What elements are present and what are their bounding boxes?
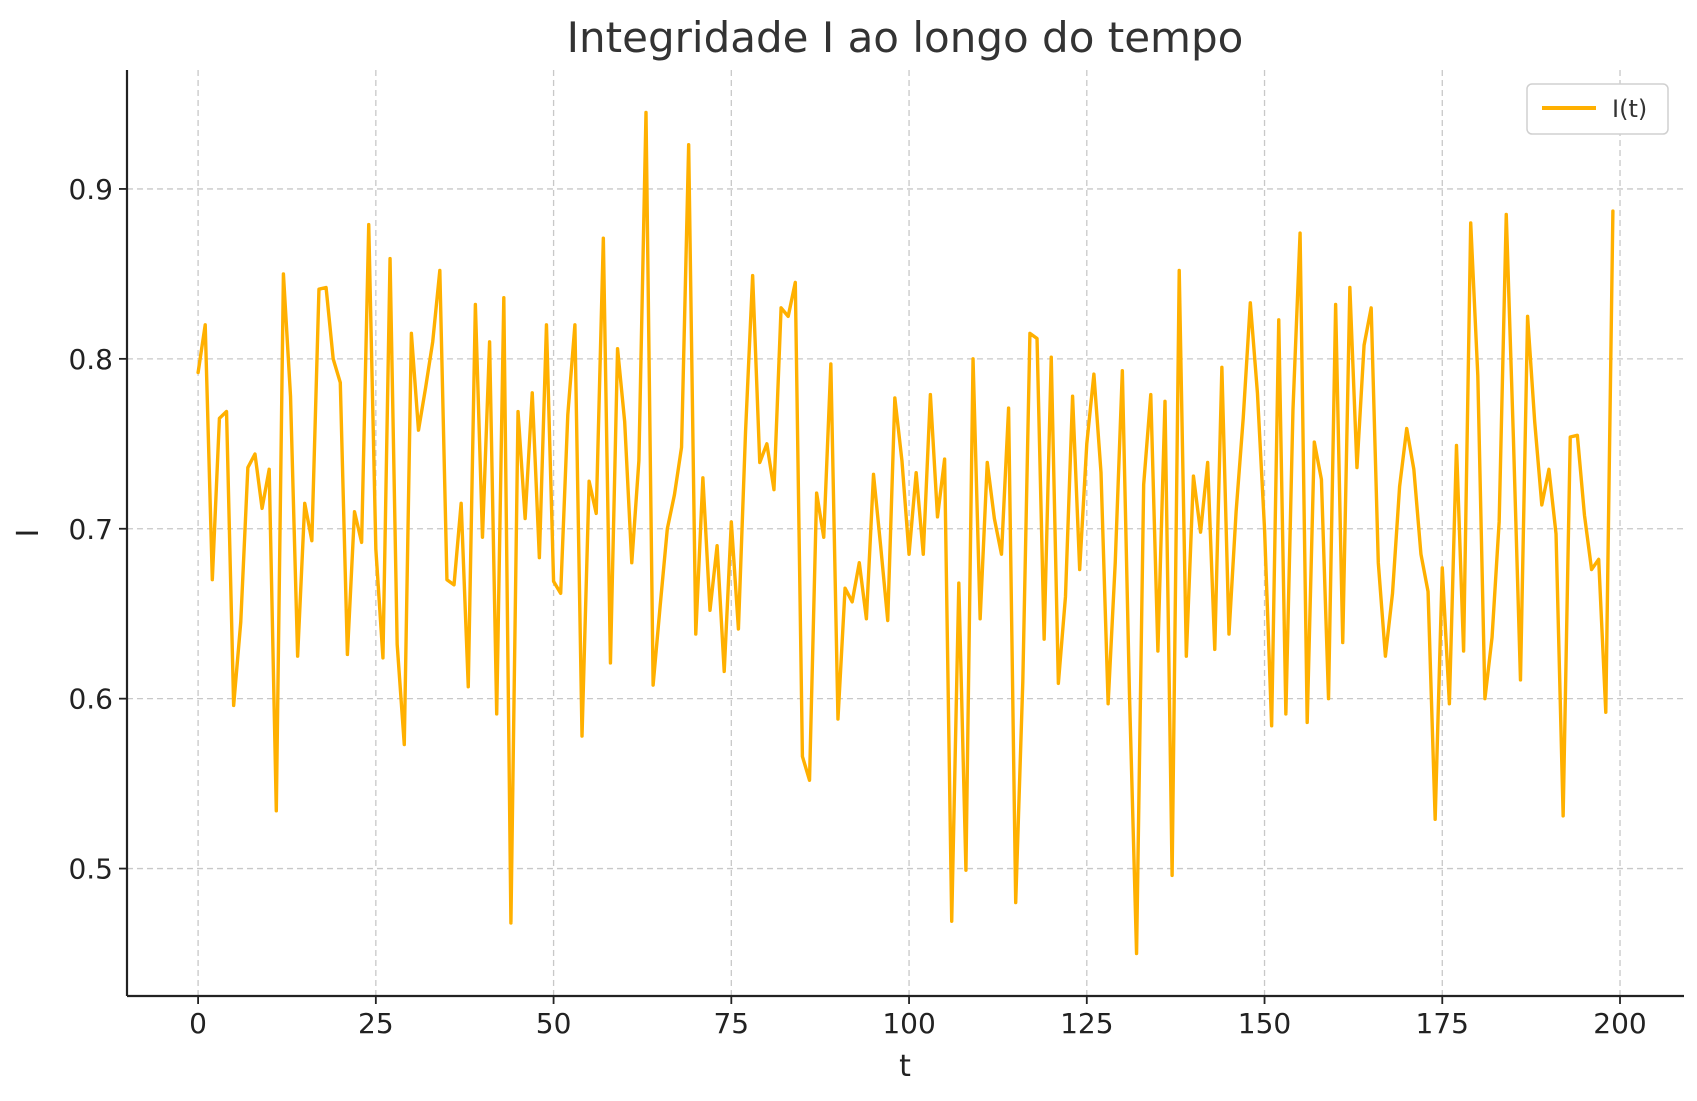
y-tick-label: 0.5 — [68, 853, 113, 886]
series-layer — [196, 110, 1615, 956]
axes — [125, 70, 1684, 998]
x-axis-label: t — [899, 1049, 911, 1084]
x-tick-label: 175 — [1416, 1007, 1469, 1040]
legend-label: I(t) — [1612, 95, 1647, 123]
ticks: 0 25 50 75 100 125 150 175 200 0.5 0.6 0.7 0.8 0.9 — [68, 173, 1646, 1040]
y-tick-label: 0.7 — [68, 513, 113, 546]
legend: I(t) — [1526, 83, 1669, 135]
y-tick-label: 0.8 — [68, 343, 113, 376]
y-tick-label: 0.9 — [68, 173, 113, 206]
x-tick-label: 150 — [1238, 1007, 1291, 1040]
y-axis-label: I — [11, 529, 46, 538]
legend-box — [1526, 83, 1669, 135]
x-tick-label: 25 — [358, 1007, 394, 1040]
series-line-0 — [196, 110, 1615, 956]
x-tick-label: 0 — [189, 1007, 207, 1040]
x-tick-label: 100 — [882, 1007, 935, 1040]
x-tick-label: 50 — [536, 1007, 572, 1040]
y-tick-label: 0.6 — [68, 683, 113, 716]
chart-title: Integridade I ao longo do tempo — [567, 13, 1244, 62]
x-tick-label: 125 — [1060, 1007, 1113, 1040]
x-tick-label: 75 — [713, 1007, 749, 1040]
x-tick-label: 200 — [1593, 1007, 1646, 1040]
